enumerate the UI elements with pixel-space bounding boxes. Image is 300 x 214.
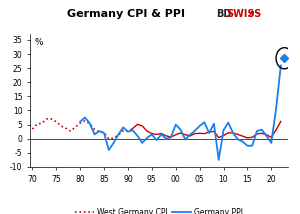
Text: Germany CPI & PPI: Germany CPI & PPI: [67, 9, 185, 19]
Text: %: %: [35, 39, 44, 48]
Legend: West Germany CPI, Germany CPI, Germany PPI, PPI Forecast: West Germany CPI, Germany CPI, Germany P…: [75, 208, 243, 214]
Text: ↗: ↗: [247, 10, 255, 20]
Text: SWISS: SWISS: [226, 9, 262, 19]
Text: BD: BD: [216, 9, 231, 19]
